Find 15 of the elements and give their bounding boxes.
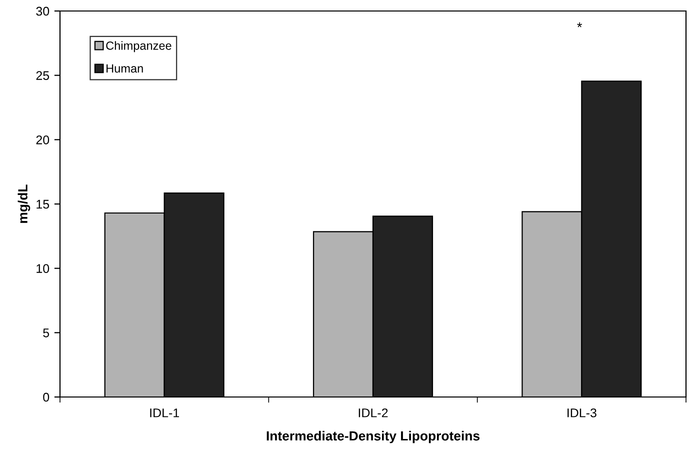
y-tick-label: 15 [36, 200, 50, 209]
y-tick-label: 25 [36, 71, 50, 80]
x-tick-label: IDL-2 [358, 408, 388, 418]
x-tick-label: IDL-1 [150, 408, 180, 418]
legend-label: Human [106, 64, 143, 73]
x-axis-title: Intermediate-Density Lipoproteins [266, 430, 480, 444]
legend-label: Chimpanzee [106, 41, 172, 52]
x-tick-label: IDL-3 [568, 408, 596, 418]
y-tick-label: 20 [36, 135, 50, 144]
y-tick-label: 0 [43, 392, 50, 402]
y-tick-label: 10 [36, 264, 50, 273]
annotation: * [577, 22, 582, 28]
y-tick-label: 5 [43, 328, 50, 338]
y-tick-label: 30 [36, 6, 50, 16]
y-axis-title: mg/dL [18, 184, 30, 223]
